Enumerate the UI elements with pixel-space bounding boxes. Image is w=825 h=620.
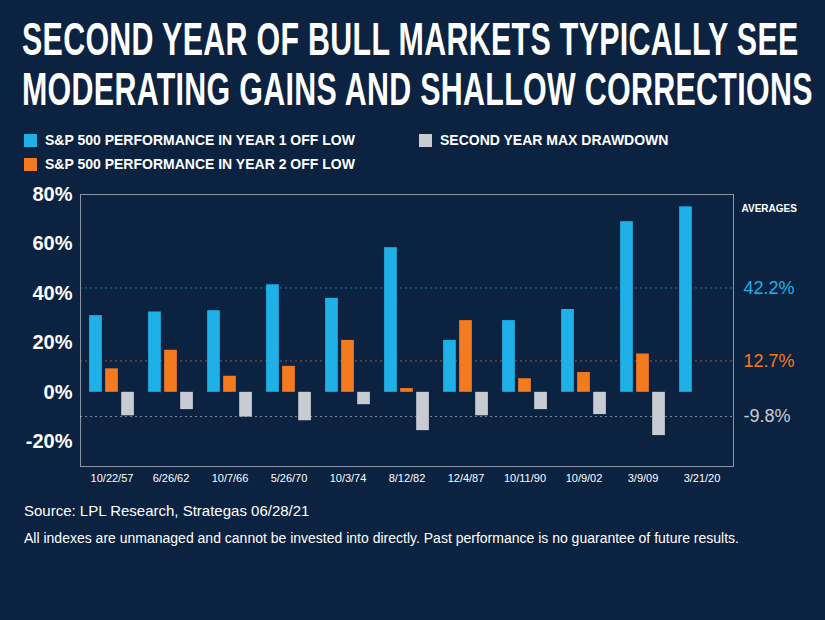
html-text:S&P 500 PERFORMANCE IN YEAR 2: S&P 500 PERFORMANCE IN YEAR 2 OFF LOW (45, 156, 355, 172)
svg-text:3/9/09: 3/9/09 (628, 472, 659, 484)
svg-text:8/12/82: 8/12/82 (389, 472, 426, 484)
html-text:All indexes are unmanaged and: All indexes are unmanaged and cannot be … (24, 530, 739, 546)
html-text:SECOND YEAR OF BULL MARKETS TY: SECOND YEAR OF BULL MARKETS TYPICALLY SE… (22, 13, 813, 115)
svg-text:-9.8%: -9.8% (744, 406, 791, 426)
svg-text:10/3/74: 10/3/74 (330, 472, 367, 484)
html-text:S&P 500 PERFORMANCE IN YEAR 1: S&P 500 PERFORMANCE IN YEAR 1 OFF LOW (45, 132, 355, 148)
svg-text:6/26/62: 6/26/62 (153, 472, 190, 484)
svg-text:0%: 0% (44, 381, 73, 403)
svg-text:60%: 60% (32, 232, 72, 254)
html-text:SECOND YEAR MAX DRAWDOWN: SECOND YEAR MAX DRAWDOWN (440, 132, 669, 148)
svg-text:12.7%: 12.7% (744, 351, 795, 371)
svg-text:AVERAGES: AVERAGES (742, 203, 798, 214)
svg-text:10/7/66: 10/7/66 (212, 472, 249, 484)
svg-text:5/26/70: 5/26/70 (271, 472, 308, 484)
svg-text:12/4/87: 12/4/87 (448, 472, 485, 484)
html-text:Source: LPL Research, Stratega: Source: LPL Research, Strategas 06/28/21 (24, 502, 310, 519)
svg-text:42.2%: 42.2% (744, 278, 795, 298)
svg-text:10/22/57: 10/22/57 (91, 472, 134, 484)
svg-text:10/11/90: 10/11/90 (504, 472, 546, 484)
svg-text:20%: 20% (32, 331, 72, 353)
svg-text:40%: 40% (32, 282, 72, 304)
svg-text:10/9/02: 10/9/02 (566, 472, 603, 484)
svg-text:80%: 80% (32, 183, 72, 205)
svg-text:-20%: -20% (26, 430, 73, 452)
svg-text:3/21/20: 3/21/20 (684, 472, 721, 484)
